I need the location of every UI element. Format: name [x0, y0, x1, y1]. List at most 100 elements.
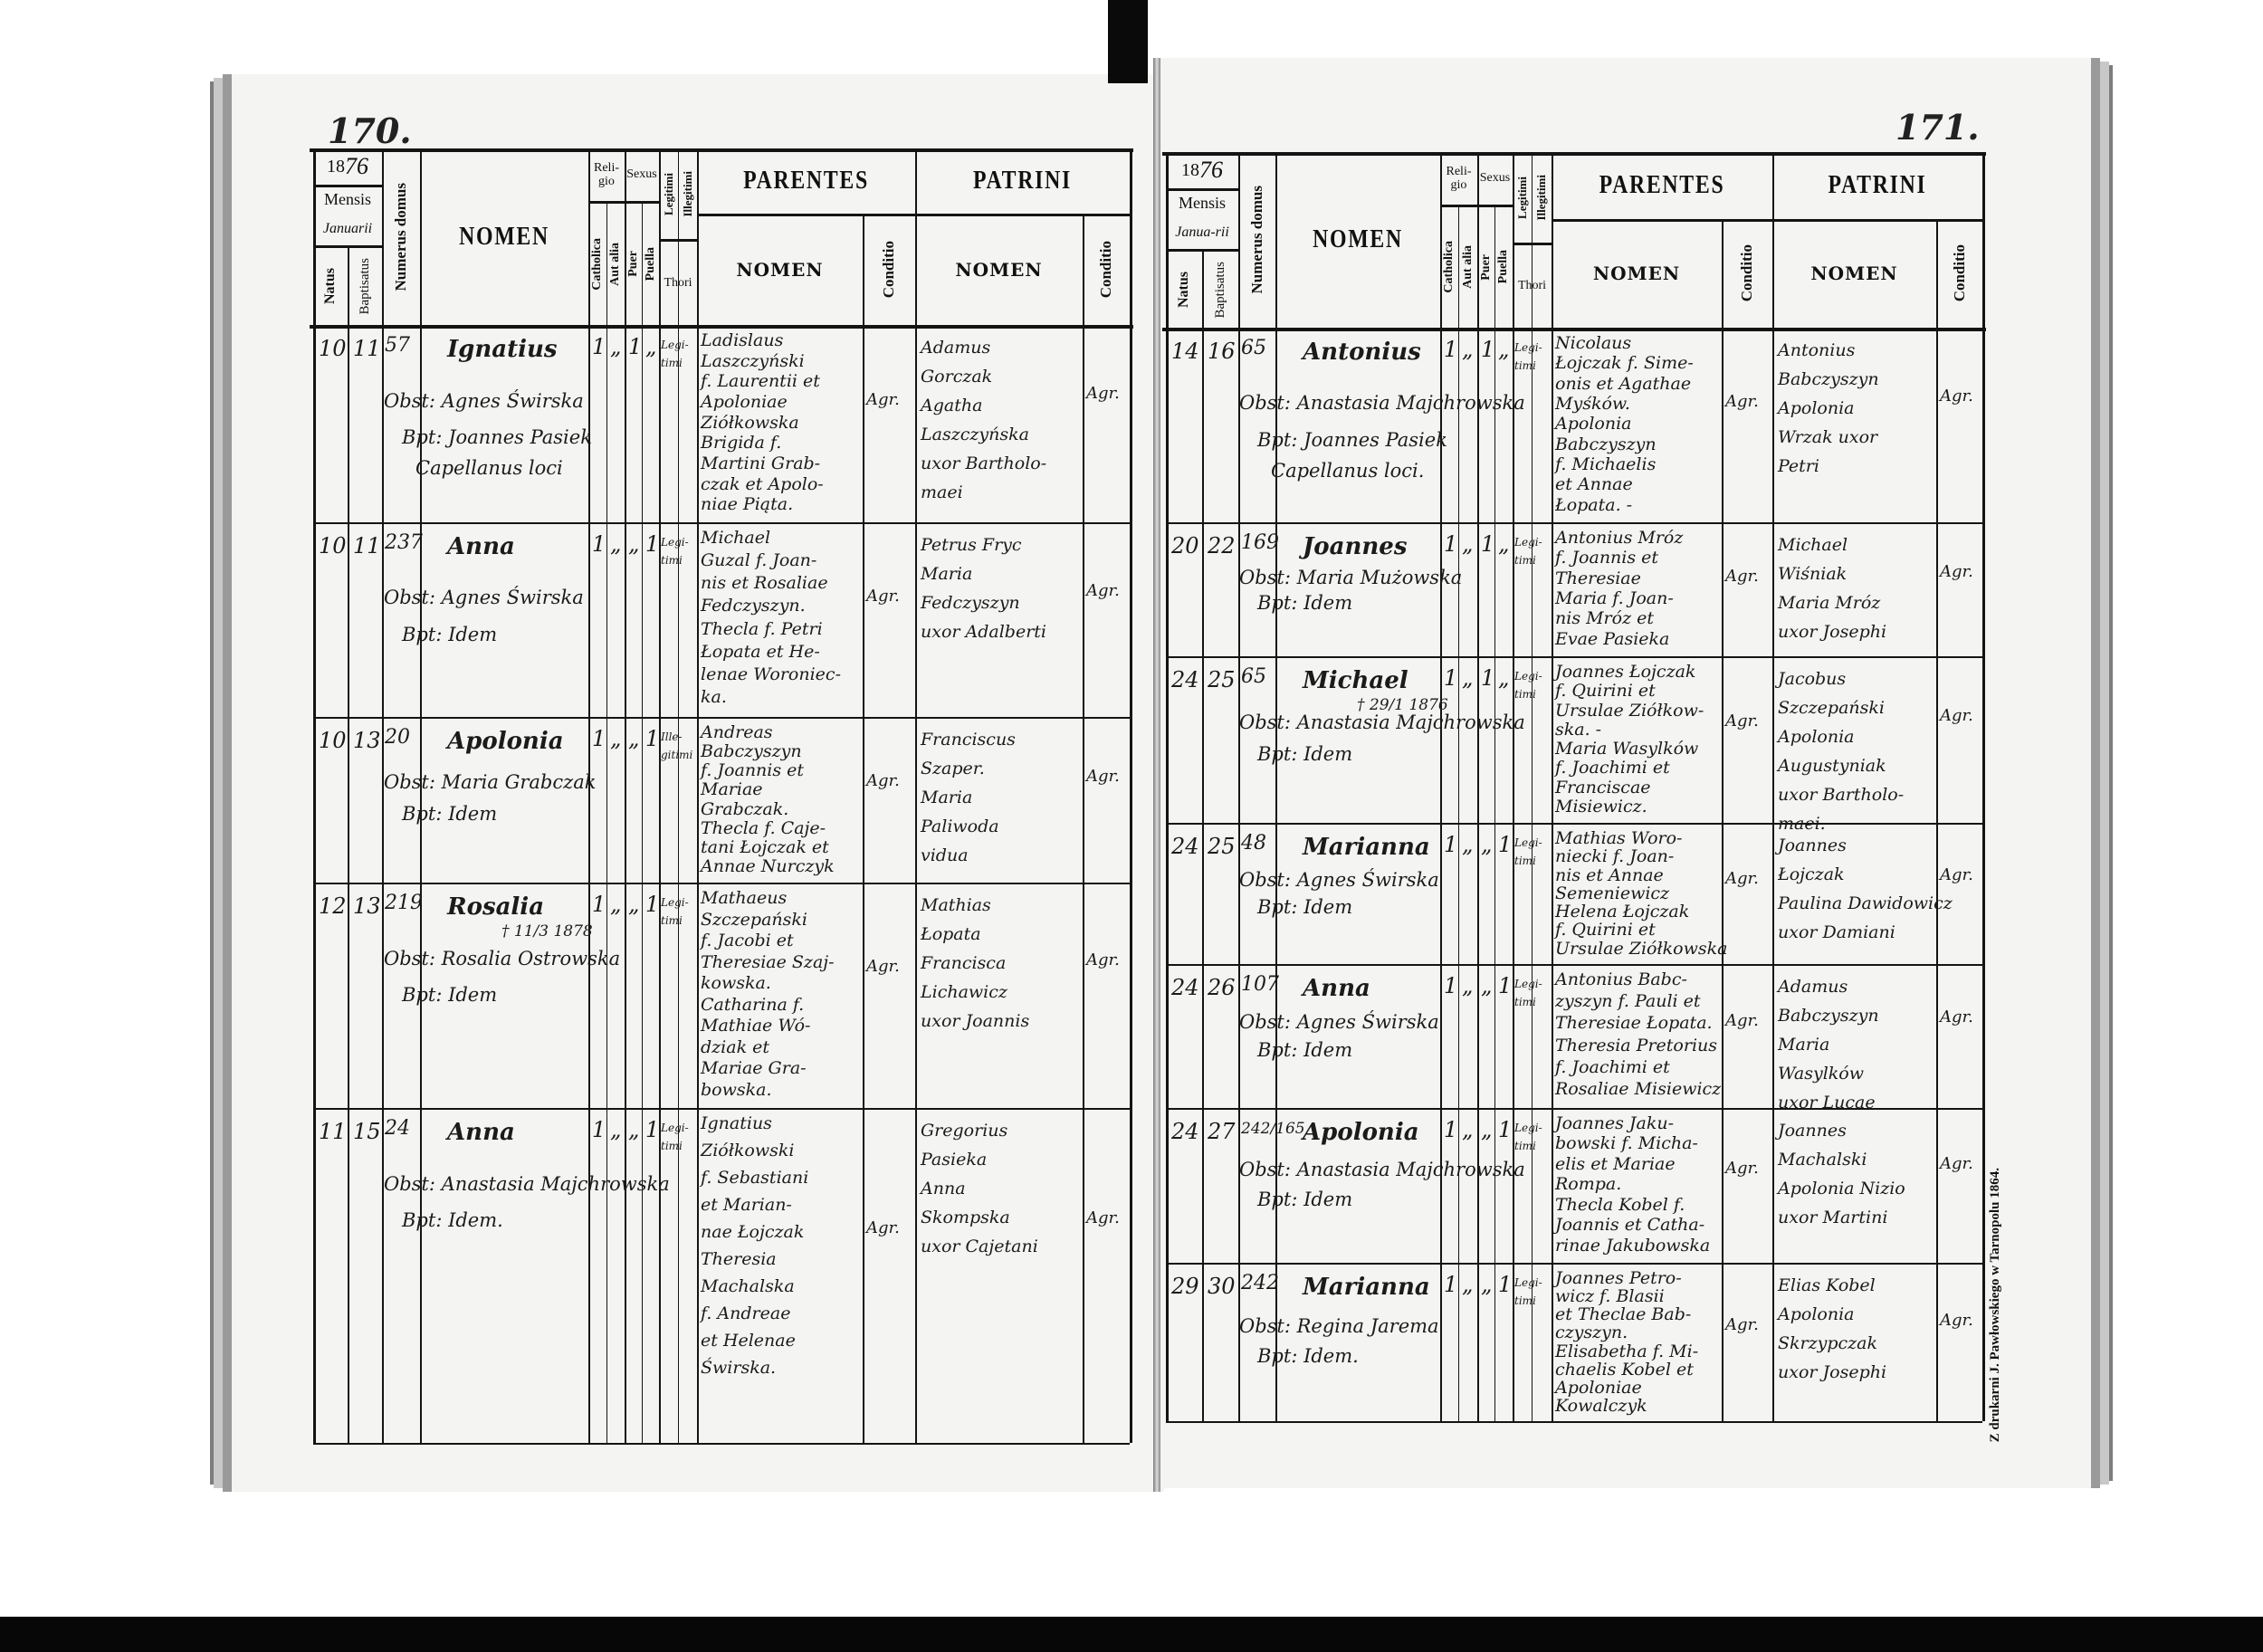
patrini-line: Petrus Fryc: [921, 535, 1022, 555]
patrini-line: Lichawicz: [921, 982, 1007, 1002]
obstetrix-line: Obst: Maria Mużowska: [1239, 566, 1463, 588]
column-rule: [642, 201, 643, 1443]
parentes-line: ka.: [701, 686, 727, 707]
column-rule: [1532, 152, 1533, 1421]
parentes-line: Thecla f. Petri: [701, 618, 823, 639]
child-name: Apolonia: [447, 728, 564, 755]
year-suffix: 76: [345, 153, 368, 179]
baptisatus-label-text: Baptisatus: [357, 258, 372, 315]
aut-alia-mark: „: [1462, 337, 1474, 362]
column-rule: [588, 148, 590, 1443]
parentes-conditio: Agr.: [866, 771, 900, 791]
parentes-line: niae Piąta.: [701, 494, 794, 515]
parentes-line: Andreas: [701, 722, 773, 742]
puella-mark: „: [1498, 531, 1510, 557]
catholica-mark: 1: [592, 726, 606, 751]
parentes-line: Joannes Petro-: [1555, 1268, 1682, 1288]
baptisatus-label-text: Baptisatus: [1212, 261, 1227, 319]
patrini-line: Apolonia: [1778, 1304, 1855, 1324]
house-number: 57: [385, 334, 410, 357]
religio-sexus-rule: [588, 201, 659, 204]
baptisatus-label: Baptisatus: [1202, 252, 1238, 328]
obstetrix-line: Obst: Anastasia Majchrowska: [1239, 391, 1525, 414]
puella-mark: 1: [645, 1117, 660, 1142]
puella-label: Puella: [642, 203, 659, 325]
parentes-conditio-label: Conditio: [1722, 219, 1772, 328]
parentes-line: Fedczyszyn.: [701, 596, 806, 616]
parentes-line: Joannes Łojczak: [1555, 662, 1696, 682]
column-rule: [1130, 148, 1132, 1443]
patrini-line: uxor Bartholo-: [921, 454, 1047, 473]
parentes-line: f. Sebastiani: [701, 1168, 809, 1188]
parentes-line: f. Joachimi et: [1555, 758, 1670, 778]
house-number: 242: [1241, 1272, 1279, 1294]
parentes-line: Rosaliae Misiewicz: [1555, 1078, 1722, 1099]
death-note: † 11/3 1878: [501, 922, 593, 941]
table-bottom-rule: [1166, 1421, 1982, 1423]
baptisatus-day: 11: [353, 533, 381, 559]
house-number: 107: [1241, 973, 1279, 996]
puella-mark: 1: [645, 531, 660, 557]
patrini-line: Maria: [921, 564, 973, 584]
patrini-line: Adamus: [1778, 977, 1848, 997]
numerus-domus-label: Numerus domus: [1238, 152, 1275, 328]
baptisatus-day: 25: [1208, 667, 1236, 692]
parentes-conditio: Agr.: [1725, 566, 1759, 586]
obstetrix-line: Obst: Anastasia Majchrowska: [1239, 711, 1525, 733]
patrini-line: Wrzak uxor: [1778, 427, 1878, 447]
parentes-line: f. Quirini et: [1555, 681, 1656, 702]
patrini-line: Paliwoda: [921, 816, 999, 836]
religio-sexus-rule: [1440, 205, 1513, 207]
column-rule: [1440, 152, 1442, 1421]
sexus-label: Sexus: [1479, 171, 1511, 185]
parentes-line: Evae Pasieka: [1555, 628, 1670, 649]
legitimi-label: Legitimi: [1513, 152, 1532, 243]
column-rule: [697, 148, 699, 1443]
column-rule: [1458, 205, 1459, 1421]
natus-day: 10: [319, 533, 347, 559]
parentes-line: Babczyszyn: [1555, 434, 1657, 454]
header-bottom-rule: [1162, 328, 1986, 331]
parentes-line: Maria f. Joan-: [1555, 588, 1674, 608]
parentes-line: nis Mróz et: [1555, 608, 1655, 629]
patrini-line: uxor Cajetani: [921, 1237, 1038, 1256]
parentes-line: Łopata. -: [1555, 494, 1633, 515]
parentes-line: Joannis et Catha-: [1555, 1215, 1705, 1236]
patrini-label: PATRINI: [1828, 171, 1927, 199]
baptisatus-day: 27: [1208, 1119, 1236, 1144]
catholica-label-text: Catholica: [590, 237, 604, 291]
parentes-line: Nicolaus: [1555, 333, 1632, 353]
patrini-conditio-label-text: Conditio: [1950, 244, 1968, 302]
baptisatus-day: 26: [1208, 975, 1236, 1000]
puella-mark: 1: [1498, 973, 1513, 998]
column-rule: [606, 201, 607, 1443]
patrini-line: Łojczak: [1778, 864, 1845, 884]
child-name: Marianna: [1303, 1274, 1430, 1301]
parentes-line: f. Quirini et: [1555, 920, 1656, 941]
patrini-line: Łopata: [921, 924, 981, 944]
parentes-line: Ignatius: [701, 1113, 772, 1133]
parentes-line: rinae Jakubowska: [1555, 1235, 1711, 1256]
catholica-mark: 1: [592, 1117, 606, 1142]
table-bottom-rule: [313, 1443, 1130, 1445]
natus-day: 24: [1171, 1119, 1199, 1144]
patrini-line: maei.: [1778, 814, 1826, 834]
printer-imprint-text: Z drukarni J. Pawłowskiego w Tarnopolu 1…: [1987, 1168, 2002, 1443]
illegitimi-label: Illegitimi: [678, 148, 697, 239]
parentes-line: nae Łojczak: [701, 1222, 805, 1242]
parentes-line: Ziółkowski: [701, 1141, 795, 1160]
puella-mark: „: [1498, 337, 1510, 362]
aut-alia-mark: „: [610, 1117, 622, 1142]
catholica-label: Catholica: [588, 203, 606, 325]
house-number: 169: [1241, 531, 1279, 554]
parentes-line: Apoloniae: [1555, 1377, 1642, 1398]
parentes-conditio-label-text: Conditio: [1738, 244, 1755, 302]
parentes-line: Guzal f. Joan-: [701, 550, 817, 571]
legitimacy-mark: Legi-timi: [1514, 1122, 1542, 1152]
parentes-line: elis et Mariae: [1555, 1153, 1676, 1174]
parentes-line: Ladislaus: [701, 330, 784, 350]
parentes-line: nis et Annae: [1555, 864, 1664, 885]
parentes-line: Elisabetha f. Mi-: [1555, 1341, 1699, 1361]
parentes-conditio: Agr.: [1725, 711, 1759, 731]
child-name: Anna: [447, 1119, 515, 1146]
